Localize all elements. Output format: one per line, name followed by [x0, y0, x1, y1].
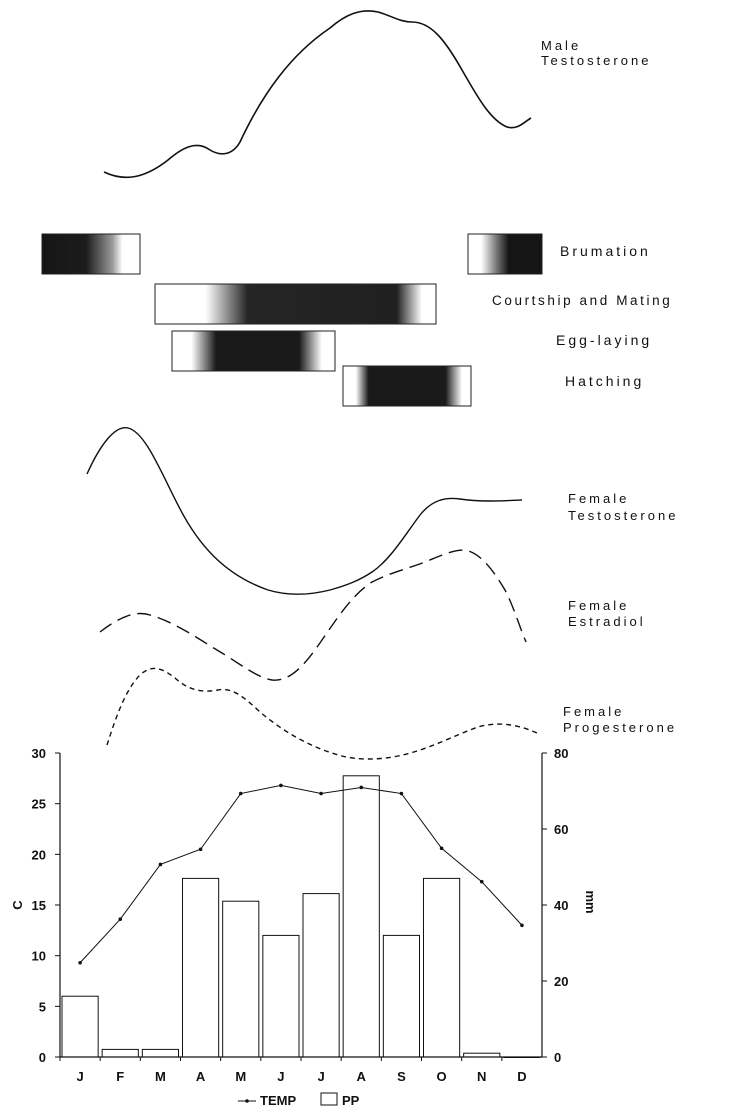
month-label: M — [235, 1069, 246, 1084]
brumation-band-early — [41, 233, 141, 275]
pp-bar — [101, 1048, 139, 1058]
temp-point — [78, 960, 82, 965]
female-estradiol-curve — [99, 549, 527, 681]
brumation-band-late — [467, 233, 543, 275]
left-tick-label: 15 — [32, 898, 46, 913]
female-testosterone-curve — [86, 427, 523, 595]
left-tick-label: 25 — [32, 797, 46, 812]
female-progesterone-label-1: Female — [563, 704, 624, 719]
female-progesterone-curve — [106, 667, 538, 760]
pp-bar — [382, 934, 421, 1058]
month-label: O — [437, 1069, 447, 1084]
hatching-band — [342, 365, 472, 407]
pp-bar — [141, 1048, 179, 1058]
month-label: S — [397, 1069, 406, 1084]
brumation-label: Brumation — [560, 243, 651, 259]
temp-point — [118, 917, 123, 921]
month-label: F — [116, 1069, 124, 1084]
temp-point — [279, 783, 283, 788]
y2-axis-label: mm — [583, 890, 598, 913]
legend-temp-marker — [245, 1099, 249, 1103]
left-tick-label: 0 — [39, 1050, 46, 1065]
temp-point — [439, 846, 444, 851]
male-testosterone-label-2: Testosterone — [541, 53, 651, 68]
temp-point — [399, 791, 404, 796]
egg-laying-band — [171, 330, 336, 372]
right-tick-label: 0 — [554, 1050, 561, 1065]
female-estradiol-label-2: Estradiol — [568, 614, 646, 629]
temp-point — [359, 785, 364, 790]
month-label: N — [477, 1069, 486, 1084]
pp-bar — [423, 877, 461, 1058]
left-tick-label: 30 — [32, 746, 46, 761]
temp-point — [158, 862, 163, 867]
y-axis-label: C — [10, 900, 25, 910]
month-label: A — [357, 1069, 367, 1084]
month-label: J — [317, 1069, 324, 1084]
temp-line — [79, 784, 523, 964]
right-tick-label: 80 — [554, 746, 568, 761]
pp-bar — [262, 934, 300, 1058]
courtship-band — [154, 283, 437, 325]
left-tick-label: 5 — [39, 999, 46, 1014]
pp-bar — [302, 893, 340, 1058]
male-testosterone-label-1: Male — [541, 38, 581, 53]
legend-temp-label: TEMP — [260, 1093, 296, 1108]
pp-bar — [182, 877, 220, 1058]
month-label: M — [155, 1069, 166, 1084]
female-testosterone-label-1: Female — [568, 491, 629, 506]
month-label: A — [196, 1069, 206, 1084]
left-tick-label: 10 — [32, 949, 46, 964]
left-tick-label: 20 — [32, 847, 46, 862]
right-tick-label: 60 — [554, 822, 568, 837]
climate-chart: 0 5 10 15 20 25 30 0 20 40 60 80 C mm J F M A M J J A S O N D TEMP… — [10, 746, 598, 1108]
right-tick-label: 20 — [554, 974, 568, 989]
male-testosterone-curve — [103, 10, 532, 179]
month-label: J — [76, 1069, 83, 1084]
temp-point — [520, 923, 524, 928]
legend-pp-label: PP — [342, 1093, 360, 1108]
right-tick-label: 40 — [554, 898, 568, 913]
temp-point — [479, 879, 484, 884]
pp-bar — [61, 995, 99, 1058]
temp-point — [319, 791, 323, 796]
female-testosterone-label-2: Testosterone — [568, 508, 678, 523]
hatching-label: Hatching — [565, 373, 644, 389]
pp-bar — [342, 775, 380, 1058]
courtship-label: Courtship and Mating — [492, 293, 672, 308]
pp-bar — [222, 900, 260, 1058]
temp-point — [238, 791, 243, 796]
egg-laying-label: Egg-laying — [556, 332, 652, 348]
female-estradiol-label-1: Female — [568, 598, 629, 613]
month-label: J — [277, 1069, 284, 1084]
month-label: D — [517, 1069, 526, 1084]
female-progesterone-label-2: Progesterone — [563, 720, 677, 735]
legend-pp-swatch — [320, 1092, 338, 1106]
temp-point — [198, 847, 203, 852]
